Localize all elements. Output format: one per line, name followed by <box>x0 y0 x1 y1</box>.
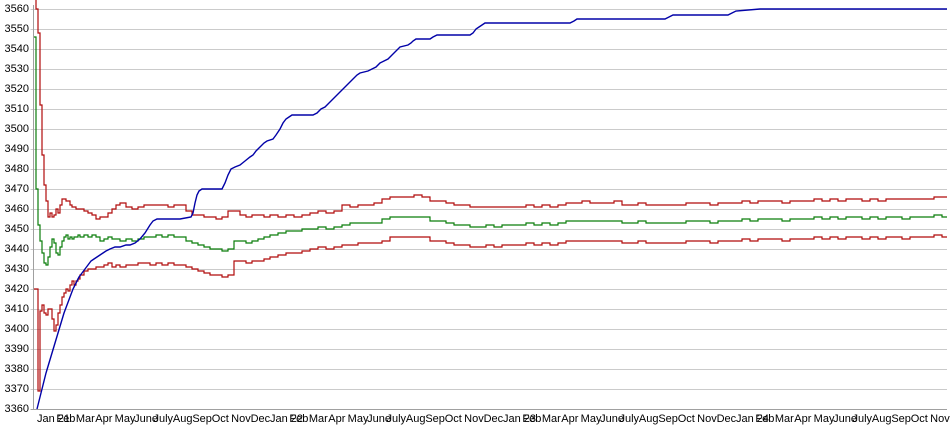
y-tick-label: 3490 <box>4 142 29 155</box>
x-tick-label: Feb <box>289 413 309 425</box>
series-stepped-blue <box>36 8 947 410</box>
x-tick-label: Oct <box>910 413 928 425</box>
x-tick-label: Sep <box>658 413 678 425</box>
x-tick-label: Jan 21 <box>37 413 71 425</box>
x-tick-label: Feb <box>522 413 542 425</box>
y-tick-label: 3390 <box>4 342 29 355</box>
x-tick-label: June <box>833 413 857 425</box>
y-tick-label: 3420 <box>4 282 29 295</box>
x-tick-label: Aug <box>871 413 892 425</box>
y-tick-label: 3550 <box>4 22 29 35</box>
y-tick-label: 3460 <box>4 202 29 215</box>
x-tick-label: Feb <box>755 413 775 425</box>
x-tick-label: Apr <box>95 413 113 425</box>
x-tick-label: Dec <box>250 413 271 425</box>
y-tick-label: 3400 <box>4 322 29 335</box>
x-tick-label: Jan 23 <box>503 413 537 425</box>
x-tick-label: June <box>367 413 391 425</box>
x-tick-label: Dec <box>483 413 504 425</box>
y-tick-label: 3470 <box>4 182 29 195</box>
y-tick-label: 3480 <box>4 162 29 175</box>
y-tick-label: 3520 <box>4 82 29 95</box>
x-tick-label: May <box>347 413 369 425</box>
x-tick-label: Mar <box>75 413 95 425</box>
x-tick-label: Mar <box>774 413 794 425</box>
series-upper-bound-red <box>35 0 947 220</box>
x-tick-label: Jan 24 <box>736 413 770 425</box>
x-tick-label: Sep <box>192 413 212 425</box>
y-tick-label: 3380 <box>4 362 29 375</box>
x-tick-label: Aug <box>172 413 193 425</box>
x-tick-label: Jan 22 <box>270 413 304 425</box>
series-lower-bound-red <box>34 234 947 392</box>
x-tick-label: July <box>619 413 640 425</box>
y-tick-label: 3530 <box>4 62 29 75</box>
y-tick-label: 3370 <box>4 382 29 395</box>
x-tick-label: July <box>153 413 174 425</box>
x-tick-label: Sep <box>425 413 445 425</box>
x-tick-label: Sep <box>891 413 911 425</box>
y-tick-label: 3430 <box>4 262 29 275</box>
x-tick-label: Mar <box>541 413 561 425</box>
x-tick-label: Apr <box>328 413 346 425</box>
x-tick-label: May <box>114 413 136 425</box>
x-tick-label: Feb <box>56 413 76 425</box>
x-tick-label: Aug <box>405 413 426 425</box>
y-tick-label: 3540 <box>4 42 29 55</box>
y-tick-label: 3360 <box>4 402 29 415</box>
x-tick-label: Mar <box>308 413 328 425</box>
x-tick-label: May <box>580 413 602 425</box>
y-tick-label: 3560 <box>4 2 29 15</box>
x-tick-label: Dec <box>716 413 737 425</box>
y-tick-label: 3510 <box>4 102 29 115</box>
x-tick-label: July <box>386 413 407 425</box>
y-tick-label: 3500 <box>4 122 29 135</box>
x-tick-label: Nov <box>231 413 251 425</box>
series-mean-green <box>34 36 947 266</box>
y-tick-label: 3450 <box>4 222 29 235</box>
x-tick-label: Aug <box>638 413 659 425</box>
y-tick-label: 3440 <box>4 242 29 255</box>
x-tick-label: Nov <box>464 413 484 425</box>
x-tick-label: June <box>600 413 624 425</box>
x-tick-label: Nov <box>697 413 717 425</box>
x-tick-label: Nov <box>930 413 950 425</box>
y-tick-label: 3410 <box>4 302 29 315</box>
x-tick-label: Oct <box>211 413 229 425</box>
x-tick-label: Oct <box>444 413 462 425</box>
x-tick-label: May <box>813 413 835 425</box>
x-tick-label: June <box>134 413 158 425</box>
x-tick-label: July <box>852 413 873 425</box>
x-tick-label: Oct <box>677 413 695 425</box>
x-tick-label: Apr <box>561 413 579 425</box>
x-tick-label: Apr <box>794 413 812 425</box>
